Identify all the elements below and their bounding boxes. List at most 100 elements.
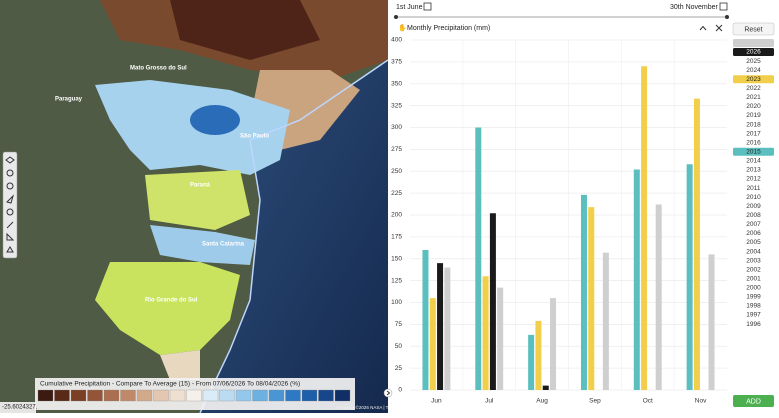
legend-swatch xyxy=(285,389,301,402)
year-item[interactable]: 2007 xyxy=(746,221,761,228)
year-item[interactable]: 2014 xyxy=(746,158,761,165)
map-label: Rio Grande do Sul xyxy=(145,298,198,304)
year-item[interactable]: 2022 xyxy=(746,85,761,92)
region-very-wet xyxy=(190,105,240,135)
ruler-button[interactable] xyxy=(6,246,14,253)
bar xyxy=(475,127,482,390)
start-calendar[interactable] xyxy=(423,2,432,11)
year-item[interactable]: 2012 xyxy=(746,176,761,183)
y-tick-label: 225 xyxy=(391,190,402,197)
legend-swatch xyxy=(318,389,334,402)
year-item[interactable]: 2016 xyxy=(746,139,761,146)
year-item[interactable]: 1997 xyxy=(746,312,761,319)
draw-button[interactable] xyxy=(6,221,14,229)
year-item[interactable]: 2004 xyxy=(746,248,761,255)
collapse-chart-button[interactable] xyxy=(699,25,707,31)
reset-button[interactable] xyxy=(732,22,775,36)
legend-entry[interactable]: 2015 xyxy=(746,148,761,155)
year-item[interactable]: 2001 xyxy=(746,275,761,282)
year-item[interactable]: 2002 xyxy=(746,266,761,273)
toolbar-bg xyxy=(2,151,18,259)
year-item[interactable]: 2025 xyxy=(746,58,761,65)
x-tick-label: Aug xyxy=(536,398,548,405)
year-item-selected[interactable] xyxy=(733,75,774,84)
year-item[interactable]: 2018 xyxy=(746,121,761,128)
year-item[interactable]: 1999 xyxy=(746,294,761,301)
legend-swatch xyxy=(87,389,103,402)
year-item[interactable]: 2009 xyxy=(746,203,761,210)
bar xyxy=(602,252,609,390)
bar xyxy=(708,254,715,390)
legend-swatch xyxy=(103,389,120,402)
bar xyxy=(422,250,429,390)
year-item[interactable]: 1996 xyxy=(746,321,761,328)
year-item[interactable]: 1998 xyxy=(746,303,761,310)
y-tick-label: 275 xyxy=(391,146,402,153)
collapse-icon xyxy=(386,390,391,396)
year-item[interactable]: 2011 xyxy=(747,185,761,192)
year-item[interactable]: 2005 xyxy=(746,239,761,246)
bar xyxy=(633,169,640,390)
year-item[interactable]: 2024 xyxy=(746,67,761,74)
attribution: Imagery ©2026 NASA | Terms xyxy=(338,404,399,410)
legend-entry[interactable]: 2023 xyxy=(746,76,761,83)
y-tick-label: 175 xyxy=(391,234,402,241)
y-tick-label: 50 xyxy=(395,343,403,350)
coord-box xyxy=(0,402,36,413)
close-chart-button[interactable] xyxy=(715,24,723,32)
end-calendar[interactable] xyxy=(719,2,728,11)
search-button[interactable] xyxy=(6,208,14,216)
year-item-selected[interactable] xyxy=(733,48,774,56)
map-label: Santa Catarina xyxy=(202,242,245,248)
year-item[interactable]: 2013 xyxy=(746,167,761,174)
map-toolbar xyxy=(2,151,18,259)
x-tick-label: Sep xyxy=(589,398,601,405)
year-item-selected[interactable] xyxy=(733,39,774,47)
zoom-in-button[interactable] xyxy=(6,169,14,177)
collapse-button[interactable] xyxy=(383,388,393,398)
add-button[interactable] xyxy=(733,395,774,407)
legend-swatch xyxy=(120,389,136,402)
bar xyxy=(444,267,451,390)
legend-entry[interactable]: 2026 xyxy=(746,49,761,56)
legend-swatch xyxy=(334,389,351,402)
legend-title: Cumulative Precipitation - Compare To Av… xyxy=(40,381,300,388)
year-item[interactable]: 2017 xyxy=(746,130,761,137)
legend-swatch xyxy=(219,389,235,402)
year-item[interactable]: 2019 xyxy=(746,112,761,119)
bar xyxy=(693,98,700,390)
slider-handle[interactable] xyxy=(394,15,398,19)
year-item[interactable]: 2006 xyxy=(746,230,761,237)
start-date: 1st June xyxy=(396,4,423,11)
year-item[interactable]: 2021 xyxy=(746,94,761,101)
slider-handle[interactable] xyxy=(725,15,729,19)
pointer-button[interactable] xyxy=(6,194,15,204)
y-tick-label: 200 xyxy=(391,212,402,219)
add-label: ADD xyxy=(746,398,761,405)
bar xyxy=(641,66,648,390)
legend-swatch xyxy=(252,389,268,402)
measure-button[interactable] xyxy=(6,232,15,241)
year-item-selected[interactable] xyxy=(733,147,774,156)
y-tick-label: 75 xyxy=(395,321,403,328)
region-very-dry xyxy=(170,0,320,60)
y-tick-label: 0 xyxy=(398,387,402,394)
year-item[interactable]: 2010 xyxy=(746,194,761,201)
year-item[interactable]: 2020 xyxy=(746,103,761,110)
year-item[interactable]: 2003 xyxy=(746,257,761,264)
map[interactable]: Mato Grosso do Sul São Paulo Paraguay Paran… xyxy=(0,0,399,414)
coordinates: -25.6024327, xyxy=(2,405,38,411)
year-item[interactable]: 2000 xyxy=(746,285,761,292)
zoom-out-button[interactable] xyxy=(6,182,14,190)
ocean xyxy=(200,60,388,413)
x-tick-label: Nov xyxy=(695,398,707,405)
y-tick-label: 250 xyxy=(391,168,402,175)
year-item[interactable]: 2008 xyxy=(746,212,761,219)
layers-button[interactable] xyxy=(5,156,15,164)
bar xyxy=(489,213,496,390)
bar xyxy=(535,320,542,390)
y-tick-label: 125 xyxy=(391,277,402,284)
bar xyxy=(580,194,587,390)
reset-label: Reset xyxy=(744,26,762,33)
bar xyxy=(686,164,693,390)
